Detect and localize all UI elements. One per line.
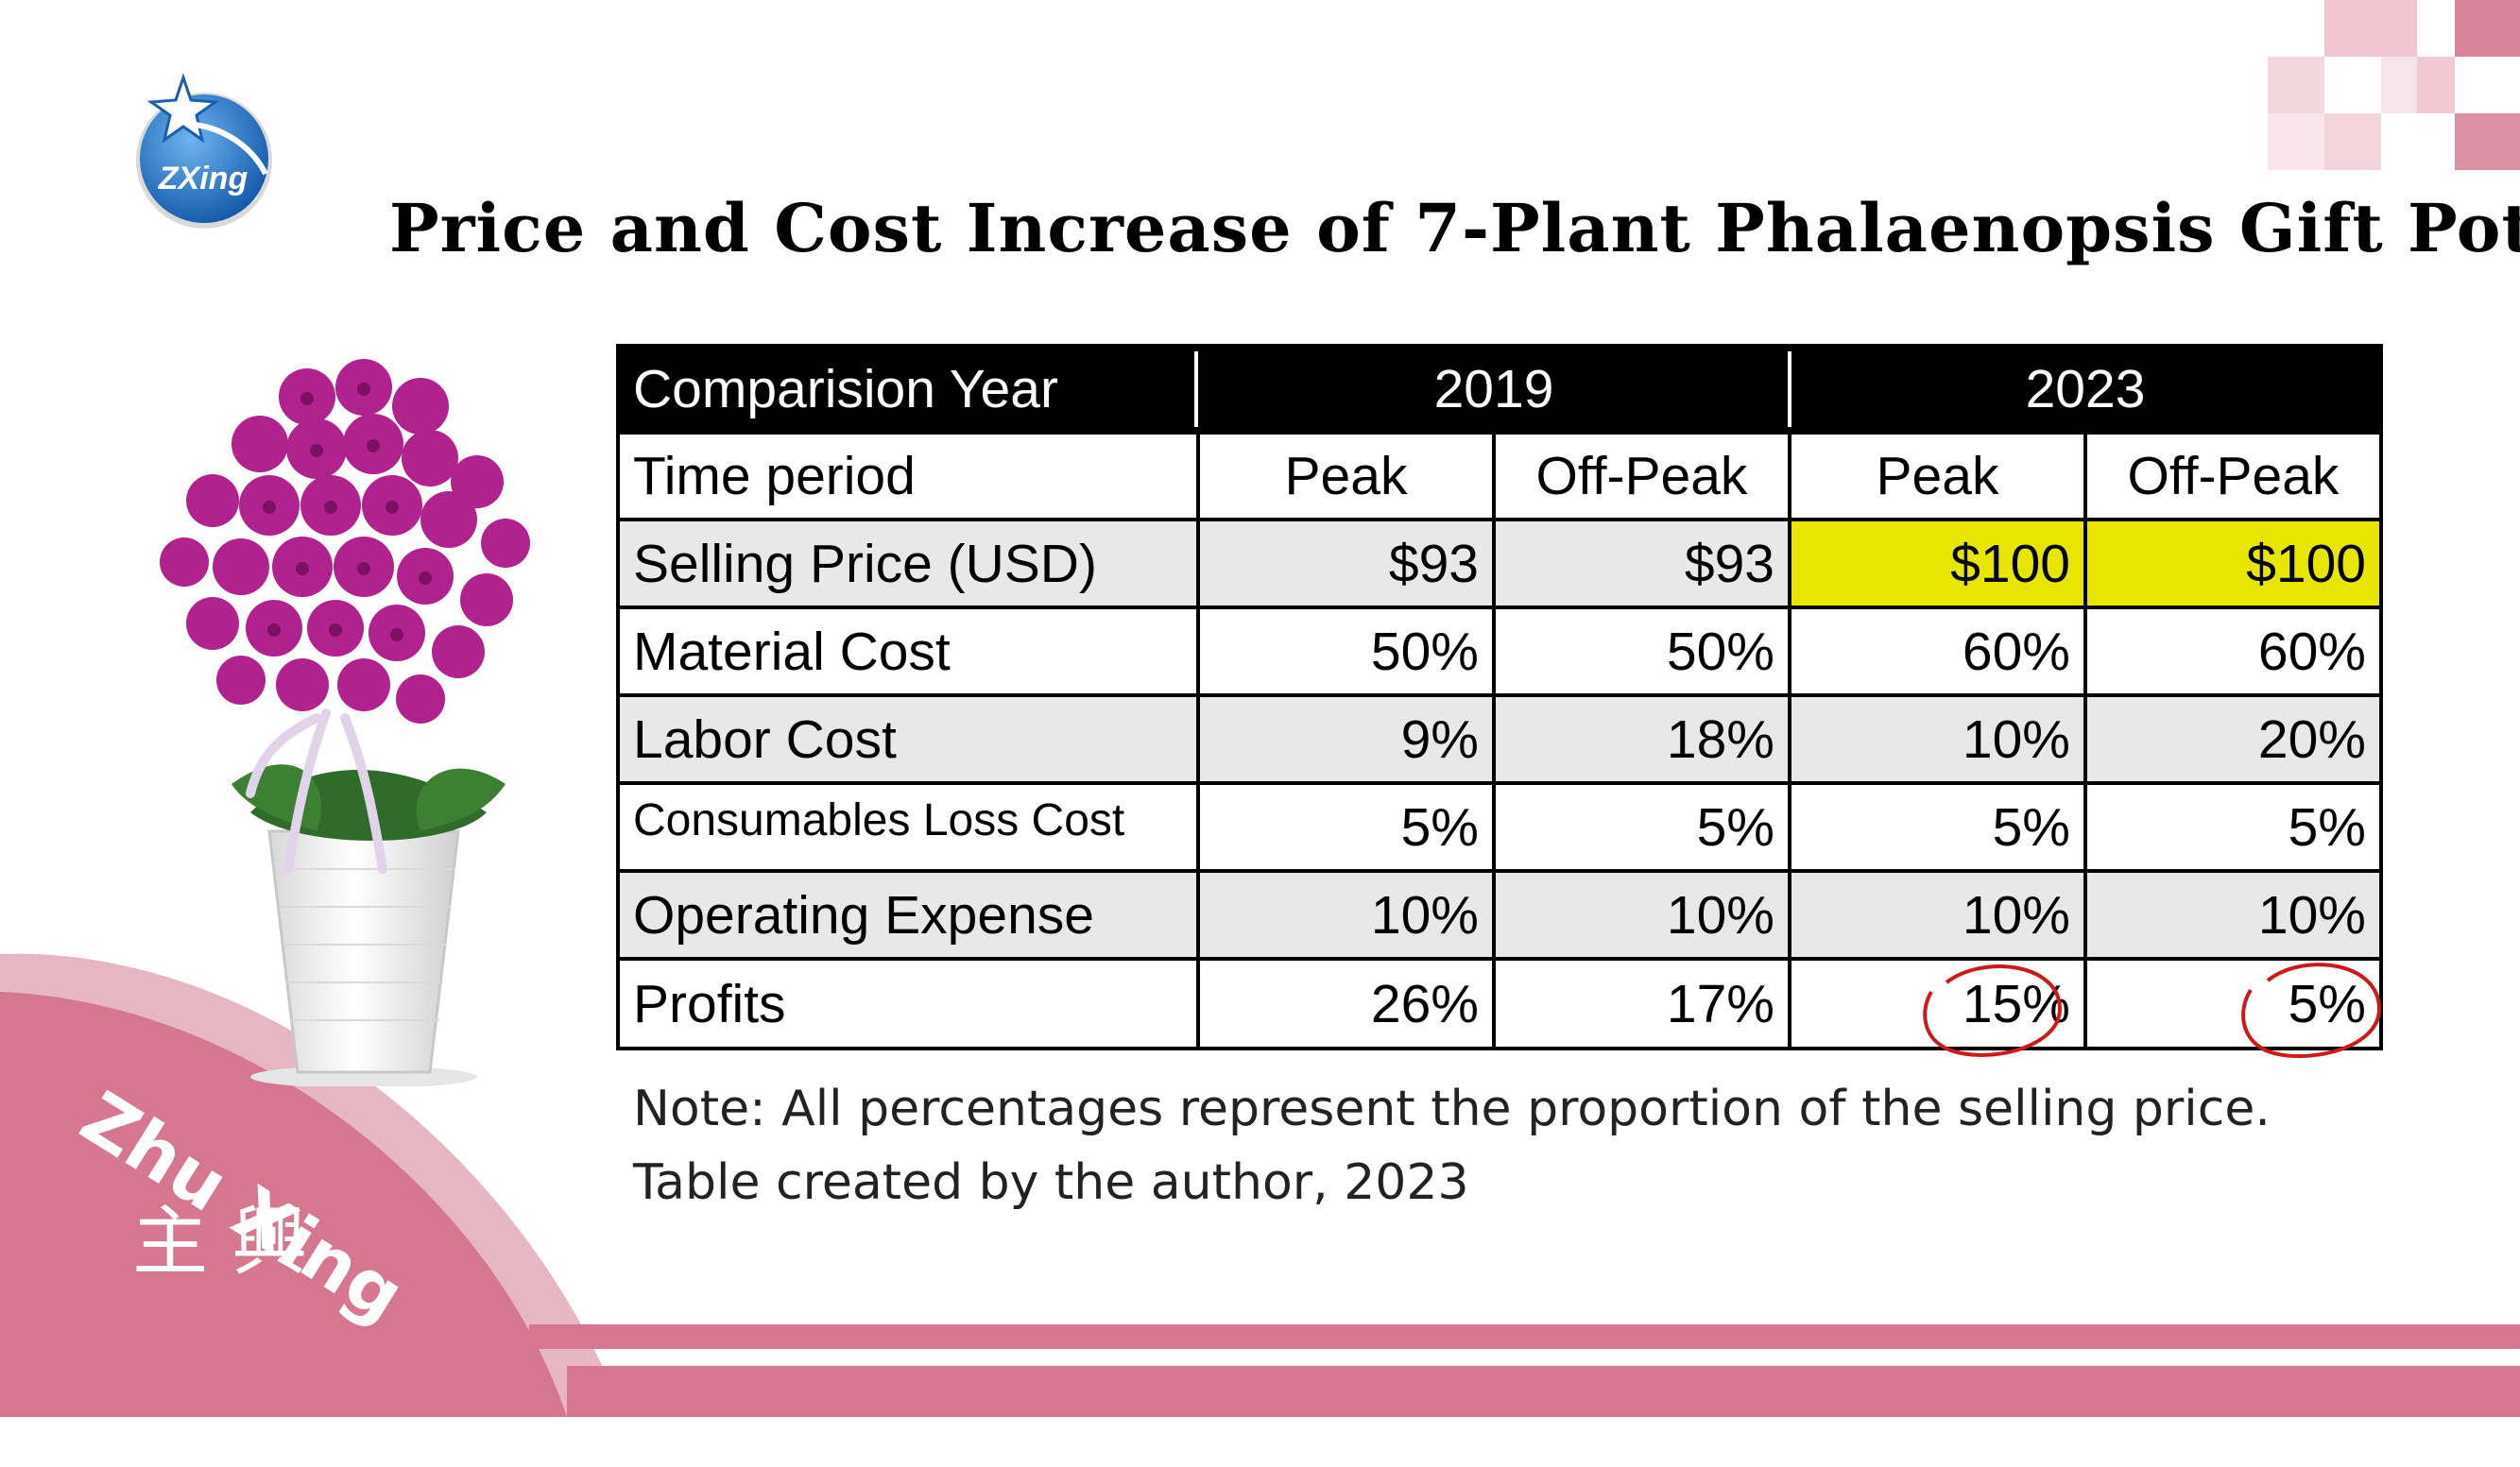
table-cell: 5% bbox=[1496, 785, 1788, 869]
orchid-pot-illustration bbox=[160, 359, 530, 1086]
table-note: Note: All percentages represent the prop… bbox=[633, 1081, 2271, 1137]
row-label-material-cost: Material Cost bbox=[620, 609, 1196, 693]
time-period-label: Time period bbox=[620, 435, 1196, 518]
table-cell: 5% bbox=[2087, 961, 2379, 1047]
table-cell: 10% bbox=[1791, 873, 2083, 957]
table-cell: 26% bbox=[1200, 961, 1492, 1047]
decor-square bbox=[2324, 0, 2417, 57]
table-cell: $93 bbox=[1496, 521, 1788, 606]
header-year-2019: 2019 bbox=[1433, 359, 1554, 419]
highlighted-cell: $100 bbox=[2087, 521, 2379, 606]
table-cell: 18% bbox=[1496, 697, 1788, 781]
table-cell: 17% bbox=[1496, 961, 1788, 1047]
table-cell: 9% bbox=[1200, 697, 1492, 781]
zxing-logo: ZXing bbox=[129, 70, 278, 232]
decor-square bbox=[2455, 0, 2520, 57]
time-period-col: Peak bbox=[1791, 435, 2083, 518]
table-cell: 10% bbox=[1200, 873, 1492, 957]
table-cell: 5% bbox=[1200, 785, 1492, 869]
table-cell: 5% bbox=[2087, 785, 2379, 869]
row-label-selling-price: Selling Price (USD) bbox=[620, 521, 1196, 606]
highlighted-cell: $100 bbox=[1791, 521, 2083, 606]
decor-square bbox=[2381, 57, 2417, 113]
page-title: Price and Cost Increase of 7-Plant Phala… bbox=[389, 189, 2520, 267]
time-period-col: Off-Peak bbox=[1496, 435, 1788, 518]
table-cell: 10% bbox=[2087, 873, 2379, 957]
table-cell: 50% bbox=[1200, 609, 1492, 693]
table-source: Table created by the author, 2023 bbox=[633, 1154, 1469, 1211]
logo-text: ZXing bbox=[158, 161, 249, 196]
brand-name-chinese: 主 興 bbox=[132, 1198, 308, 1286]
decor-square bbox=[2268, 113, 2324, 170]
header-year-2023: 2023 bbox=[2025, 359, 2146, 419]
header-divider bbox=[1194, 351, 1198, 427]
table-cell: 10% bbox=[1496, 873, 1788, 957]
decor-square bbox=[2417, 57, 2455, 113]
table-cell: 60% bbox=[2087, 609, 2379, 693]
time-period-col: Peak bbox=[1200, 435, 1492, 518]
decor-square bbox=[2268, 57, 2324, 113]
pink-swoosh-decoration bbox=[0, 953, 2520, 1417]
decor-square bbox=[2324, 113, 2381, 170]
row-label-profits: Profits bbox=[620, 961, 1196, 1047]
decor-square bbox=[2324, 57, 2381, 113]
header-divider bbox=[1788, 351, 1791, 427]
table-cell: $93 bbox=[1200, 521, 1492, 606]
table-cell: 15% bbox=[1791, 961, 2083, 1047]
time-period-col: Off-Peak bbox=[2087, 435, 2379, 518]
price-cost-table: Comparision Year 2019 2023 Time period P… bbox=[616, 344, 2383, 1050]
row-label-consumables-loss-cost: Consumables Loss Cost bbox=[620, 785, 1196, 869]
red-circle-annotation bbox=[1923, 964, 2063, 1057]
table-cell: 10% bbox=[1791, 697, 2083, 781]
row-label-operating-expense: Operating Expense bbox=[620, 873, 1196, 957]
decor-square bbox=[2455, 113, 2520, 170]
header-comparison-year: Comparision Year bbox=[633, 359, 1058, 419]
table-cell: 5% bbox=[1791, 785, 2083, 869]
table-cell: 60% bbox=[1791, 609, 2083, 693]
table-cell: 20% bbox=[2087, 697, 2379, 781]
red-circle-annotation bbox=[2241, 963, 2382, 1059]
star-globe-icon bbox=[136, 73, 272, 229]
row-label-labor-cost: Labor Cost bbox=[620, 697, 1196, 781]
table-cell: 50% bbox=[1496, 609, 1788, 693]
